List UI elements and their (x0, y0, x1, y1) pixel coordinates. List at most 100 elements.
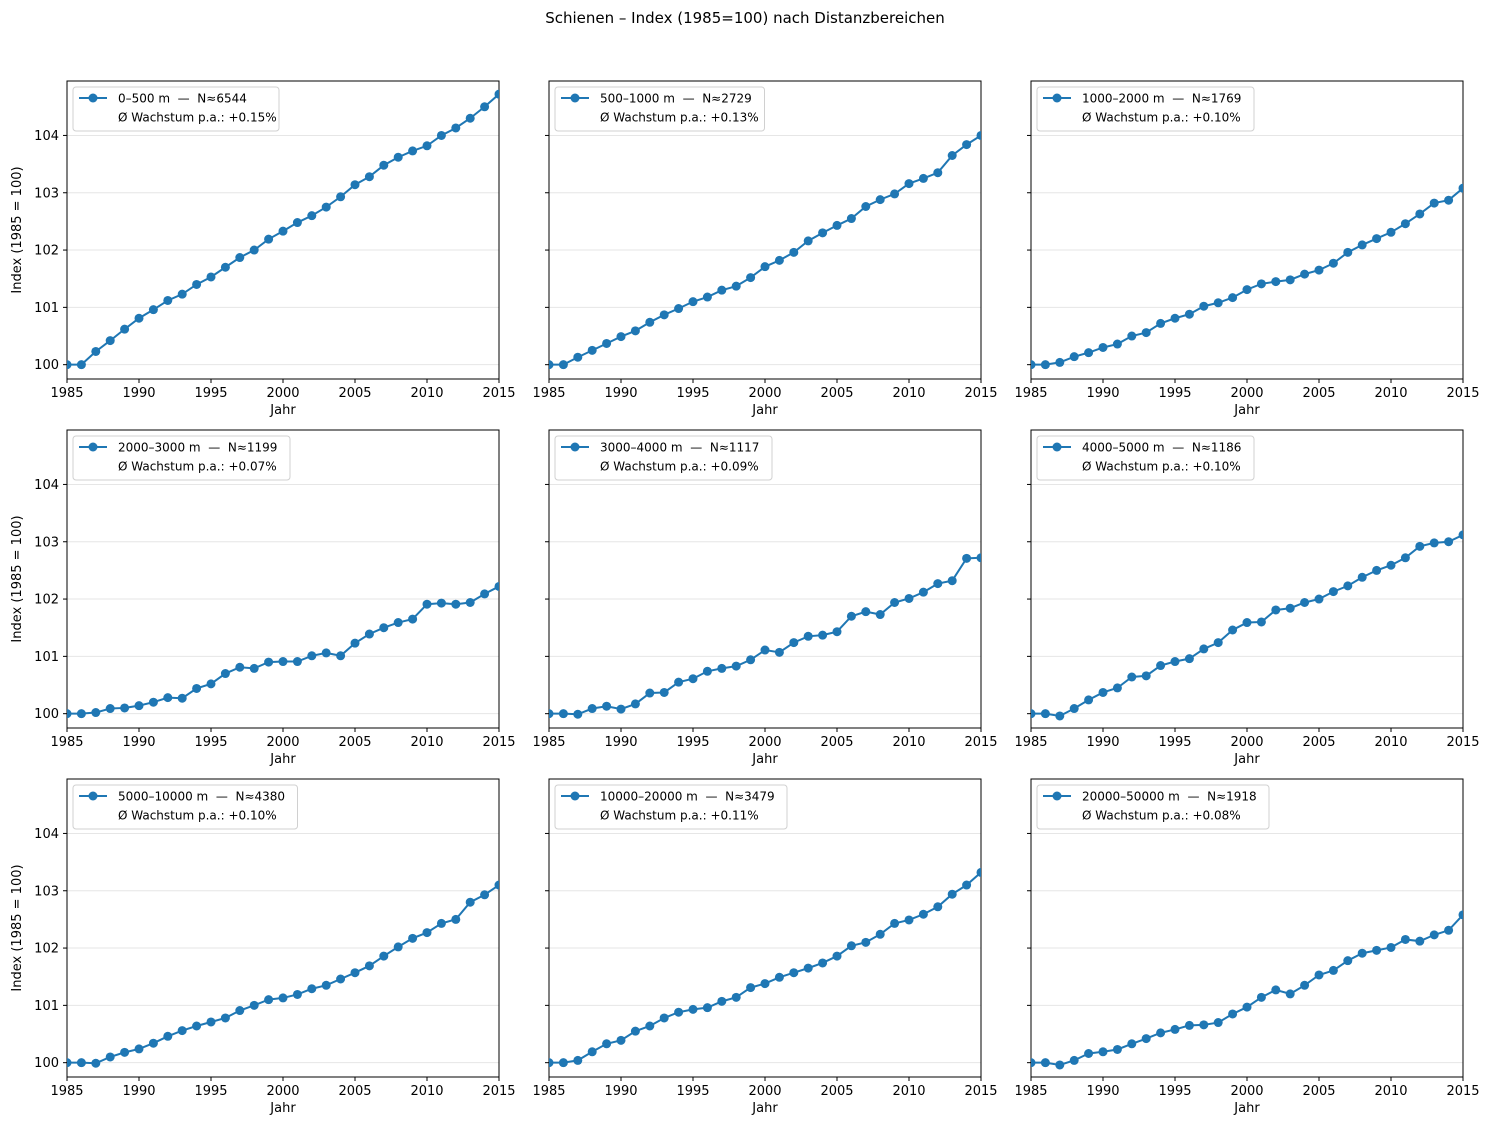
data-point (717, 996, 727, 1006)
data-point (904, 179, 914, 189)
y-tick-label: 101 (34, 301, 59, 316)
data-point (688, 1004, 698, 1014)
data-point (1156, 1028, 1166, 1038)
data-point (803, 963, 813, 973)
data-point (904, 915, 914, 925)
data-point (933, 168, 943, 178)
data-point (1112, 683, 1122, 693)
data-point (1343, 956, 1353, 966)
data-point (321, 202, 331, 212)
x-axis-label: Jahr (751, 1101, 778, 1116)
x-tick-label: 2005 (820, 1084, 853, 1099)
data-point (408, 146, 418, 156)
data-point (1300, 597, 1310, 607)
data-point (1300, 269, 1310, 279)
y-tick-label: 101 (34, 999, 59, 1014)
chart-panel-5: 1985 1990 1995 2000 2005 2010 2015 Jahr 3000–400… (532, 429, 998, 767)
data-point (746, 655, 756, 665)
data-point (1285, 275, 1295, 285)
data-point (1141, 328, 1151, 338)
data-point (1458, 530, 1463, 540)
data-point (148, 305, 158, 315)
data-point (278, 993, 288, 1003)
legend-note: Ø Wachstum p.a.: +0.10% (1082, 111, 1241, 125)
data-point (918, 173, 928, 183)
data-point (1213, 638, 1223, 648)
data-point (947, 889, 957, 899)
x-axis-label: Jahr (1233, 403, 1260, 418)
legend-label: 3000–4000 m — N≈1117 (600, 441, 759, 455)
x-tick-label: 2005 (338, 1084, 371, 1099)
data-point (1458, 910, 1463, 920)
data-point (1357, 572, 1367, 582)
data-point (1415, 936, 1425, 946)
x-axis-label: Jahr (751, 403, 778, 418)
data-point (890, 918, 900, 928)
data-point (818, 958, 828, 968)
data-point (1199, 644, 1209, 654)
data-point (587, 704, 597, 714)
x-tick-label: 1985 (50, 386, 83, 401)
y-tick-label: 104 (34, 478, 59, 493)
x-tick-label: 1990 (1086, 1084, 1119, 1099)
data-point (1285, 603, 1295, 613)
data-point (602, 701, 612, 711)
data-point (760, 645, 770, 655)
data-point (379, 160, 389, 170)
data-point (76, 709, 86, 719)
data-point (616, 1035, 626, 1045)
x-tick-label: 2015 (964, 735, 997, 750)
data-point (602, 1039, 612, 1049)
data-point (1141, 1034, 1151, 1044)
series-markers (1031, 910, 1463, 1070)
data-point (587, 1047, 597, 1057)
x-tick-label: 1995 (194, 1084, 227, 1099)
data-point (1055, 711, 1065, 721)
x-tick-label: 2010 (410, 386, 443, 401)
data-point (774, 647, 784, 657)
data-point (1328, 258, 1338, 268)
data-point (1458, 183, 1463, 193)
chart-panel-1: 1985 1990 1995 2000 2005 2010 2015 100 101 102 103… (10, 80, 516, 418)
legend-marker-swatch (570, 93, 580, 103)
data-point (774, 255, 784, 265)
data-point (1141, 671, 1151, 681)
data-point (379, 623, 389, 633)
data-point (1415, 541, 1425, 551)
data-point (192, 683, 202, 693)
data-point (1112, 339, 1122, 349)
data-point (702, 1003, 712, 1013)
data-point (846, 941, 856, 951)
x-tick-label: 1985 (1014, 386, 1047, 401)
legend-note: Ø Wachstum p.a.: +0.07% (118, 460, 277, 474)
y-tick-label: 103 (34, 535, 59, 550)
data-point (1300, 980, 1310, 990)
x-axis-label: Jahr (269, 752, 296, 767)
data-point (1271, 985, 1281, 995)
chart-panel-4: 1985 1990 1995 2000 2005 2010 2015 100 101 102 103… (10, 429, 516, 767)
data-point (717, 285, 727, 295)
legend-box (72, 784, 298, 830)
data-point (163, 1031, 173, 1041)
data-point (1199, 1020, 1209, 1030)
data-point (422, 141, 432, 151)
legend-note: Ø Wachstum p.a.: +0.10% (118, 809, 277, 823)
series-markers (1031, 183, 1463, 370)
data-point (76, 1058, 86, 1068)
data-point (1256, 279, 1266, 289)
data-point (465, 897, 475, 907)
data-point (364, 172, 374, 182)
data-point (1055, 1060, 1065, 1070)
data-point (1256, 992, 1266, 1002)
data-point (264, 995, 274, 1005)
data-point (890, 597, 900, 607)
data-point (789, 638, 799, 648)
x-axis-label: Jahr (751, 752, 778, 767)
data-point (192, 1021, 202, 1031)
data-point (278, 226, 288, 236)
data-point (379, 951, 389, 961)
y-tick-label: 103 (34, 186, 59, 201)
data-point (875, 929, 885, 939)
data-point (393, 152, 403, 162)
x-tick-label: 2005 (1302, 386, 1335, 401)
